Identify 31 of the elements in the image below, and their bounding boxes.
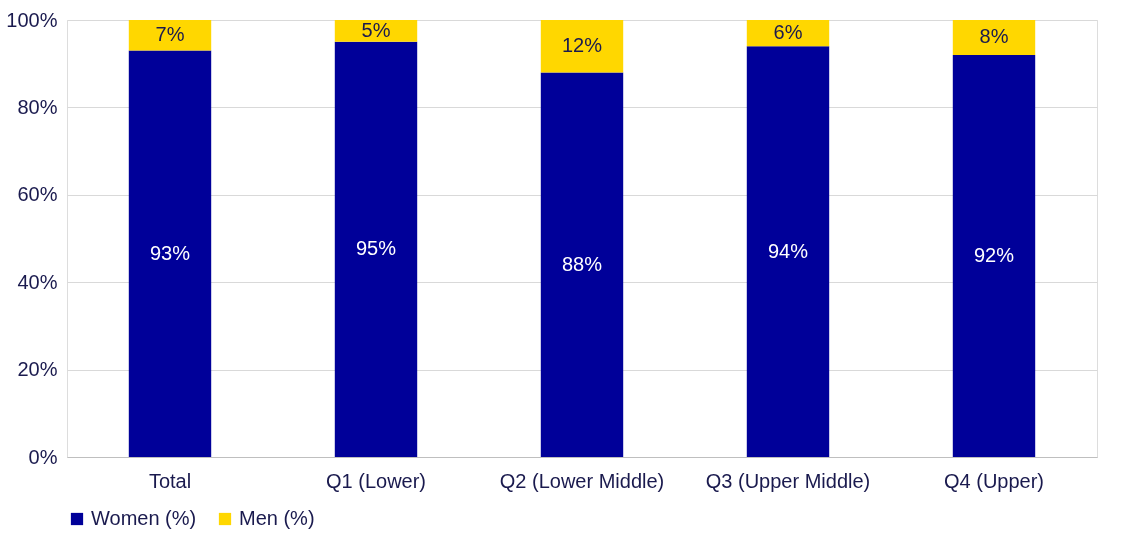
y-tick-label: 40%: [17, 270, 58, 293]
x-tick-label: Q3 (Upper Middle): [705, 469, 871, 492]
y-tick-label: 60%: [17, 183, 58, 206]
data-label: 95%: [355, 237, 397, 260]
bar: [540, 72, 624, 457]
x-tick-label: Q1 (Lower): [325, 469, 427, 492]
y-tick-label: 80%: [17, 95, 58, 118]
data-label: 88%: [561, 252, 603, 275]
y-tick-label: 0%: [28, 445, 58, 468]
data-label: 6%: [773, 21, 803, 44]
bar: [952, 20, 1036, 55]
data-label: 7%: [155, 23, 185, 46]
x-tick-label: Total: [148, 469, 192, 492]
data-label: 12%: [561, 34, 603, 57]
data-label: 92%: [973, 243, 1015, 266]
y-tick-label: 100%: [6, 8, 58, 31]
bar: [128, 50, 212, 457]
bar: [128, 20, 212, 51]
data-label: 5%: [361, 18, 391, 41]
x-tick-label: Q4 (Upper): [943, 469, 1045, 492]
bar: [334, 41, 418, 457]
bar: [540, 20, 624, 73]
legend-label: Men (%): [239, 507, 315, 529]
legend-label: Women (%): [91, 507, 197, 529]
y-tick-label: 20%: [17, 358, 58, 381]
data-label: 93%: [149, 241, 191, 264]
data-label: 8%: [979, 25, 1009, 48]
bar: [746, 46, 830, 457]
data-label: 94%: [767, 239, 809, 262]
x-tick-label: Q2 (Lower Middle): [499, 469, 665, 492]
bar: [952, 54, 1036, 457]
